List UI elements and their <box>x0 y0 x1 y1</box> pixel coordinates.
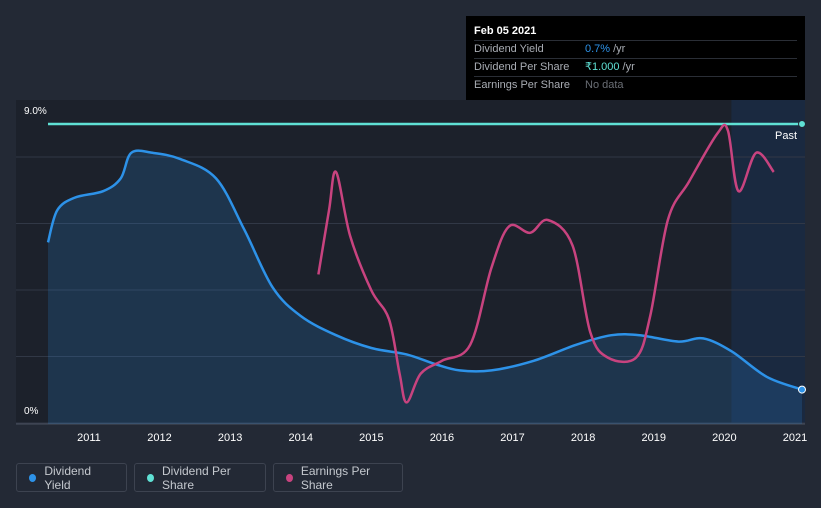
legend-dividend-yield[interactable]: Dividend Yield <box>16 463 127 492</box>
tooltip-value: No data <box>585 79 624 91</box>
tooltip-row-dividend-per-share: Dividend Per Share ₹1.000 /yr <box>474 58 797 76</box>
dividend-yield-area <box>48 150 802 424</box>
tooltip-label: Earnings Per Share <box>474 79 570 91</box>
dot-magenta-icon <box>286 473 293 482</box>
x-tick-label: 2016 <box>430 432 454 444</box>
dividend-per-share-end-marker <box>798 120 806 128</box>
tooltip-label: Dividend Per Share <box>474 61 570 73</box>
x-tick-label: 2015 <box>359 432 383 444</box>
dividend-yield-line <box>46 149 803 391</box>
legend-earnings-per-share[interactable]: Earnings Per Share <box>273 463 403 492</box>
x-tick-label: 2012 <box>147 432 171 444</box>
legend-label: Dividend Yield <box>44 463 92 492</box>
y-tick-top: 9.0% <box>24 106 47 117</box>
tooltip-value: 0.7% <box>585 43 611 55</box>
legend-label: Earnings Per Share <box>300 463 371 492</box>
x-tick-label: 2019 <box>641 432 665 444</box>
dividend-yield-end-marker <box>798 385 806 394</box>
tooltip-date: Feb 05 2021 <box>474 25 537 37</box>
forecast-band <box>731 100 805 424</box>
tooltip-row-dividend-yield: Dividend Yield 0.7% /yr <box>474 40 797 58</box>
past-label: Past <box>775 130 797 142</box>
x-tick-label: 2013 <box>218 432 242 444</box>
x-tick-label: 2011 <box>77 432 101 444</box>
tooltip-row-earnings-per-share: Earnings Per Share No data <box>474 76 797 94</box>
tooltip-label: Dividend Yield <box>474 43 544 55</box>
tooltip: Feb 05 2021 Dividend Yield 0.7% /yr Divi… <box>466 16 805 100</box>
legend-dividend-per-share[interactable]: Dividend Per Share <box>134 463 266 492</box>
tooltip-unit: /yr <box>622 61 635 73</box>
x-tick-label: 2017 <box>500 432 524 444</box>
x-tick-label: 2020 <box>712 432 736 444</box>
y-tick-bottom: 0% <box>24 406 39 417</box>
legend-label: Dividend Per Share <box>162 463 231 492</box>
plot-background <box>16 100 805 424</box>
tooltip-value: ₹1.000 <box>585 61 620 73</box>
earnings-per-share-line <box>317 123 775 404</box>
dot-blue-icon <box>29 473 37 482</box>
tooltip-unit: /yr <box>613 43 626 55</box>
x-tick-label: 2018 <box>571 432 595 444</box>
dot-teal-icon <box>147 473 154 482</box>
x-tick-label: 2014 <box>289 432 313 444</box>
x-tick-label: 2021 <box>783 432 807 444</box>
